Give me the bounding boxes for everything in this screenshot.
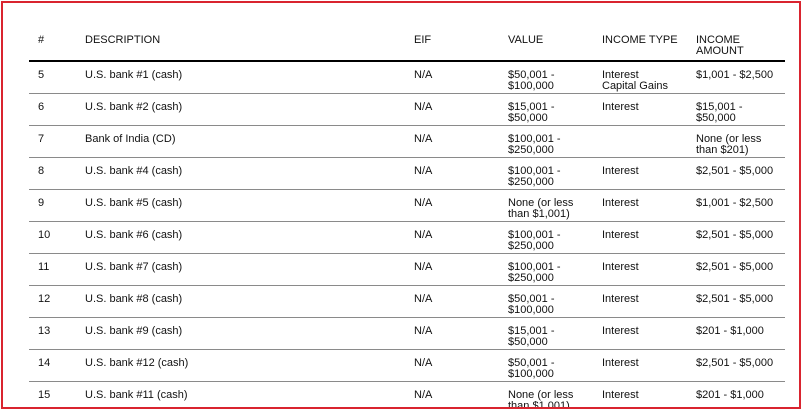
cell-eif: N/A bbox=[405, 93, 499, 126]
cell-eif: N/A bbox=[405, 381, 499, 407]
cell-income-amount: $2,501 - $5,000 bbox=[687, 253, 785, 286]
cell-income-type: Interest bbox=[593, 93, 687, 126]
cell-description: U.S. bank #2 (cash) bbox=[76, 93, 405, 126]
table-row: 12 U.S. bank #8 (cash) N/A $50,001 - $100,0… bbox=[29, 285, 785, 318]
cell-value: $100,001 - $250,000 bbox=[499, 253, 593, 286]
cell-eif: N/A bbox=[405, 349, 499, 382]
table-row: 14 U.S. bank #12 (cash) N/A $50,001 - $100,… bbox=[29, 349, 785, 382]
cell-value: None (or less than $1,001) bbox=[499, 381, 593, 407]
cell-number: 8 bbox=[29, 157, 76, 190]
cell-value: None (or less than $1,001) bbox=[499, 189, 593, 222]
document-frame: # DESCRIPTION EIF VALUE INCOME TYPE INCO… bbox=[1, 1, 801, 409]
table-header-row: # DESCRIPTION EIF VALUE INCOME TYPE INCO… bbox=[29, 29, 785, 62]
cell-eif: N/A bbox=[405, 253, 499, 286]
table-row: 15 U.S. bank #11 (cash) N/A None (or less t… bbox=[29, 381, 785, 407]
cell-number: 11 bbox=[29, 253, 76, 286]
cell-value: $50,001 - $100,000 bbox=[499, 349, 593, 382]
cell-income-amount: $15,001 - $50,000 bbox=[687, 93, 785, 126]
table-row: 13 U.S. bank #9 (cash) N/A $15,001 - $50,00… bbox=[29, 317, 785, 350]
cell-number: 13 bbox=[29, 317, 76, 350]
cell-description: U.S. bank #6 (cash) bbox=[76, 221, 405, 254]
cell-description: U.S. bank #4 (cash) bbox=[76, 157, 405, 190]
cell-income-type: Interest bbox=[593, 285, 687, 318]
cell-income-type: Interest Capital Gains bbox=[593, 61, 687, 94]
cell-description: U.S. bank #1 (cash) bbox=[76, 61, 405, 94]
cell-income-type: Interest bbox=[593, 221, 687, 254]
cell-value: $15,001 - $50,000 bbox=[499, 93, 593, 126]
cell-value: $100,001 - $250,000 bbox=[499, 157, 593, 190]
table-row: 7 Bank of India (CD) N/A $100,001 - $250,00… bbox=[29, 125, 785, 158]
cell-income-type: Interest bbox=[593, 349, 687, 382]
header-description: DESCRIPTION bbox=[76, 29, 405, 62]
cell-description: Bank of India (CD) bbox=[76, 125, 405, 158]
cell-eif: N/A bbox=[405, 61, 499, 94]
table-row: 10 U.S. bank #6 (cash) N/A $100,001 - $250,… bbox=[29, 221, 785, 254]
cell-description: U.S. bank #9 (cash) bbox=[76, 317, 405, 350]
cell-value: $50,001 - $100,000 bbox=[499, 61, 593, 94]
cell-number: 5 bbox=[29, 61, 76, 94]
cell-value: $100,001 - $250,000 bbox=[499, 125, 593, 158]
header-income-amount: INCOME AMOUNT bbox=[687, 29, 785, 62]
cell-income-type: Interest bbox=[593, 317, 687, 350]
cell-number: 12 bbox=[29, 285, 76, 318]
cell-income-amount: $2,501 - $5,000 bbox=[687, 285, 785, 318]
cell-description: U.S. bank #8 (cash) bbox=[76, 285, 405, 318]
cell-income-type: Interest bbox=[593, 189, 687, 222]
cell-income-amount: $2,501 - $5,000 bbox=[687, 349, 785, 382]
cell-value: $15,001 - $50,000 bbox=[499, 317, 593, 350]
cell-income-amount: $1,001 - $2,500 bbox=[687, 189, 785, 222]
table-row: 8 U.S. bank #4 (cash) N/A $100,001 - $250,0… bbox=[29, 157, 785, 190]
cell-income-amount: $2,501 - $5,000 bbox=[687, 221, 785, 254]
header-eif: EIF bbox=[405, 29, 499, 62]
cell-number: 6 bbox=[29, 93, 76, 126]
table-body: 5 U.S. bank #1 (cash) N/A $50,001 - $100,00… bbox=[29, 61, 785, 407]
cell-number: 9 bbox=[29, 189, 76, 222]
cell-eif: N/A bbox=[405, 285, 499, 318]
cell-number: 10 bbox=[29, 221, 76, 254]
table-row: 5 U.S. bank #1 (cash) N/A $50,001 - $100,00… bbox=[29, 61, 785, 94]
cell-description: U.S. bank #11 (cash) bbox=[76, 381, 405, 407]
header-income-type: INCOME TYPE bbox=[593, 29, 687, 62]
cell-eif: N/A bbox=[405, 157, 499, 190]
table-row: 9 U.S. bank #5 (cash) N/A None (or less tha… bbox=[29, 189, 785, 222]
cell-income-amount: $201 - $1,000 bbox=[687, 381, 785, 407]
cell-income-type: Interest bbox=[593, 381, 687, 407]
cell-income-type: Interest bbox=[593, 253, 687, 286]
cell-number: 15 bbox=[29, 381, 76, 407]
cell-income-amount: $1,001 - $2,500 bbox=[687, 61, 785, 94]
cell-number: 14 bbox=[29, 349, 76, 382]
cell-eif: N/A bbox=[405, 125, 499, 158]
table-row: 11 U.S. bank #7 (cash) N/A $100,001 - $250,… bbox=[29, 253, 785, 286]
cell-income-amount: $2,501 - $5,000 bbox=[687, 157, 785, 190]
header-value: VALUE bbox=[499, 29, 593, 62]
cell-description: U.S. bank #7 (cash) bbox=[76, 253, 405, 286]
cell-value: $100,001 - $250,000 bbox=[499, 221, 593, 254]
cell-income-type: Interest bbox=[593, 157, 687, 190]
cell-eif: N/A bbox=[405, 221, 499, 254]
header-number: # bbox=[29, 29, 76, 62]
cell-description: U.S. bank #5 (cash) bbox=[76, 189, 405, 222]
cell-eif: N/A bbox=[405, 189, 499, 222]
cell-number: 7 bbox=[29, 125, 76, 158]
assets-table: # DESCRIPTION EIF VALUE INCOME TYPE INCO… bbox=[29, 29, 785, 407]
cell-income-amount: None (or less than $201) bbox=[687, 125, 785, 158]
cell-value: $50,001 - $100,000 bbox=[499, 285, 593, 318]
cell-eif: N/A bbox=[405, 317, 499, 350]
table-row: 6 U.S. bank #2 (cash) N/A $15,001 - $50,000… bbox=[29, 93, 785, 126]
cell-income-type bbox=[593, 125, 687, 158]
cell-description: U.S. bank #12 (cash) bbox=[76, 349, 405, 382]
cell-income-amount: $201 - $1,000 bbox=[687, 317, 785, 350]
